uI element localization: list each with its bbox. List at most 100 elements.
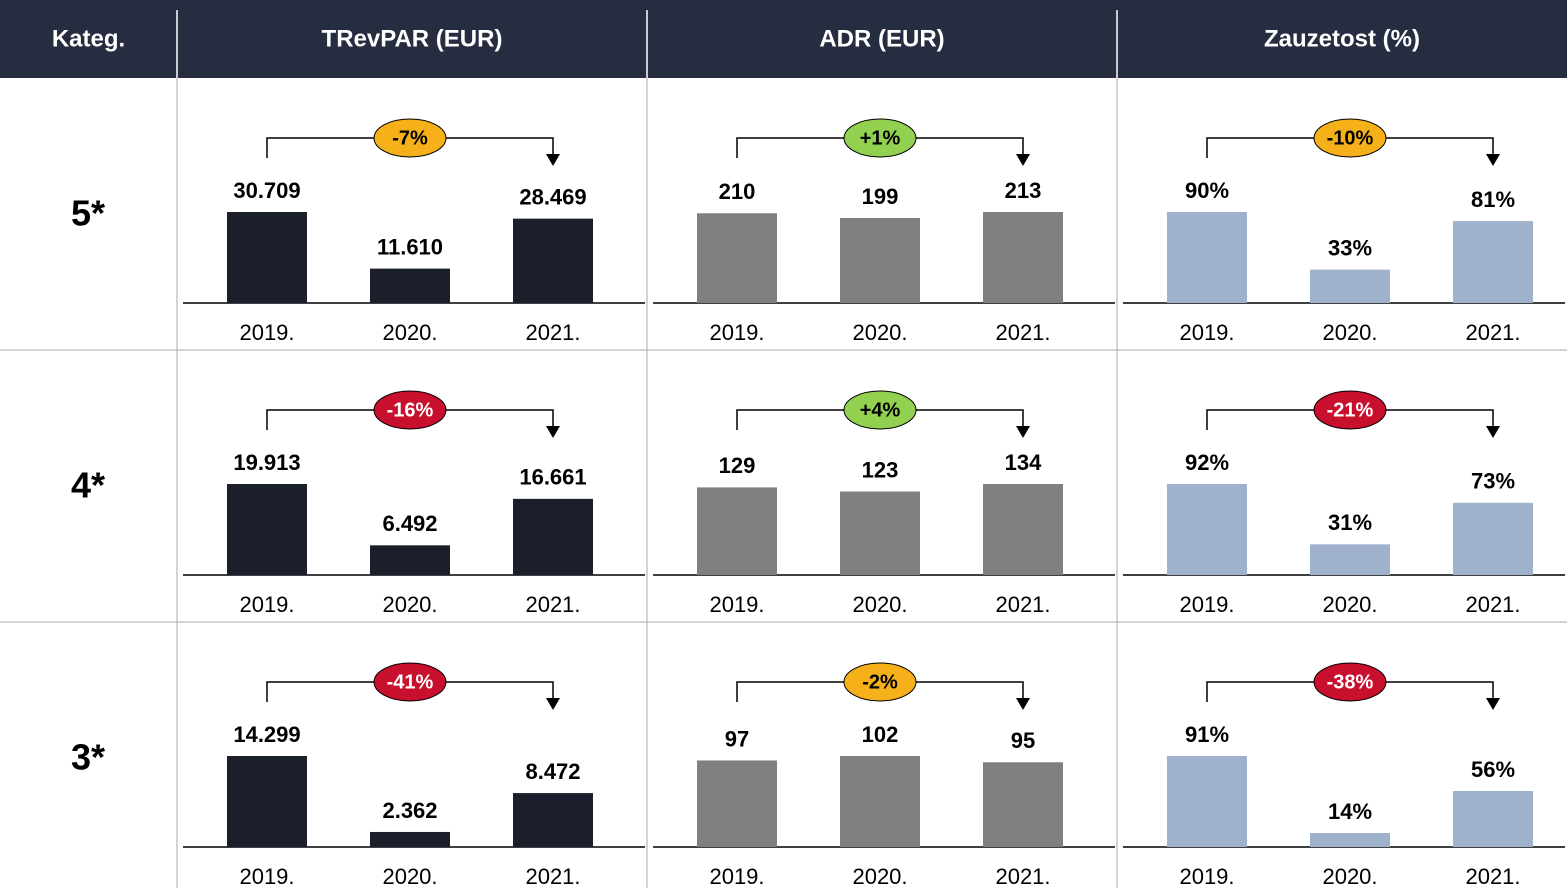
bar	[227, 212, 307, 303]
change-arrowhead	[1486, 698, 1500, 710]
change-arrowhead	[546, 154, 560, 166]
change-badge	[843, 118, 917, 158]
change-badge	[843, 390, 917, 430]
value-label: 73%	[1471, 469, 1515, 494]
x-tick-label: 2020.	[852, 864, 907, 888]
value-label: 2.362	[382, 798, 437, 823]
change-label: +4%	[860, 399, 901, 421]
value-label: 199	[862, 184, 899, 209]
x-tick-label: 2021.	[1465, 320, 1520, 345]
value-label: 95	[1011, 728, 1035, 753]
column-header: Zauzetost (%)	[1264, 25, 1420, 52]
bar	[840, 491, 920, 575]
x-tick-label: 2019.	[709, 864, 764, 888]
x-tick-label: 2019.	[709, 320, 764, 345]
bar	[513, 498, 593, 575]
x-tick-label: 2021.	[525, 592, 580, 617]
column-header: Kateg.	[52, 25, 125, 52]
change-badge	[373, 118, 447, 158]
x-tick-label: 2019.	[1179, 864, 1234, 888]
value-label: 6.492	[382, 511, 437, 536]
row-label: 5*	[71, 193, 105, 234]
change-label: -21%	[1327, 399, 1374, 421]
bar	[983, 762, 1063, 847]
change-badge	[1313, 662, 1387, 702]
x-tick-label: 2019.	[239, 320, 294, 345]
change-badge	[373, 390, 447, 430]
value-label: 92%	[1185, 450, 1229, 475]
change-label: -16%	[387, 399, 434, 421]
change-arrowhead	[546, 426, 560, 438]
value-label: 14.299	[233, 722, 300, 747]
change-label: -10%	[1327, 127, 1374, 149]
x-tick-label: 2019.	[239, 864, 294, 888]
bar	[1167, 484, 1247, 575]
bar	[697, 213, 777, 303]
x-tick-label: 2020.	[1322, 592, 1377, 617]
change-label: -41%	[387, 671, 434, 693]
bar	[227, 756, 307, 847]
bar	[370, 268, 450, 303]
change-arrowhead	[1016, 698, 1030, 710]
value-label: 129	[719, 453, 756, 478]
value-label: 28.469	[519, 184, 586, 209]
change-arrowhead	[1016, 154, 1030, 166]
x-tick-label: 2021.	[1465, 864, 1520, 888]
column-header: TRevPAR (EUR)	[322, 25, 503, 52]
x-tick-label: 2020.	[1322, 320, 1377, 345]
value-label: 91%	[1185, 722, 1229, 747]
bar	[983, 212, 1063, 303]
value-label: 8.472	[525, 759, 580, 784]
change-badge	[843, 662, 917, 702]
x-tick-label: 2021.	[995, 320, 1050, 345]
value-label: 16.661	[519, 465, 586, 490]
change-arrowhead	[1016, 426, 1030, 438]
bar	[840, 217, 920, 303]
x-tick-label: 2021.	[1465, 592, 1520, 617]
bar	[840, 756, 920, 847]
bar	[1453, 221, 1533, 303]
value-label: 213	[1005, 178, 1042, 203]
bar	[697, 760, 777, 847]
bar	[227, 484, 307, 575]
change-label: -38%	[1327, 671, 1374, 693]
x-tick-label: 2021.	[995, 864, 1050, 888]
bar	[513, 218, 593, 303]
value-label: 14%	[1328, 799, 1372, 824]
bar	[1310, 544, 1390, 575]
bar	[370, 545, 450, 575]
change-badge	[373, 662, 447, 702]
x-tick-label: 2020.	[382, 864, 437, 888]
value-label: 56%	[1471, 757, 1515, 782]
bar	[1453, 502, 1533, 575]
change-label: +1%	[860, 127, 901, 149]
x-tick-label: 2020.	[382, 320, 437, 345]
change-badge	[1313, 118, 1387, 158]
value-label: 90%	[1185, 178, 1229, 203]
value-label: 81%	[1471, 187, 1515, 212]
value-label: 30.709	[233, 178, 300, 203]
x-tick-label: 2021.	[525, 864, 580, 888]
bar	[1453, 791, 1533, 847]
change-arrowhead	[1486, 154, 1500, 166]
x-tick-label: 2020.	[852, 320, 907, 345]
change-badge	[1313, 390, 1387, 430]
row-label: 3*	[71, 737, 105, 778]
x-tick-label: 2019.	[239, 592, 294, 617]
value-label: 134	[1005, 450, 1042, 475]
x-tick-label: 2019.	[1179, 592, 1234, 617]
bar	[1167, 756, 1247, 847]
change-label: -7%	[392, 127, 428, 149]
x-tick-label: 2020.	[1322, 864, 1377, 888]
value-label: 19.913	[233, 450, 300, 475]
value-label: 31%	[1328, 510, 1372, 535]
value-label: 11.610	[377, 234, 443, 259]
row-label: 4*	[71, 465, 105, 506]
bar	[1310, 833, 1390, 847]
bar	[1167, 212, 1247, 303]
value-label: 97	[725, 726, 749, 751]
column-header: ADR (EUR)	[819, 25, 944, 52]
x-tick-label: 2020.	[852, 592, 907, 617]
